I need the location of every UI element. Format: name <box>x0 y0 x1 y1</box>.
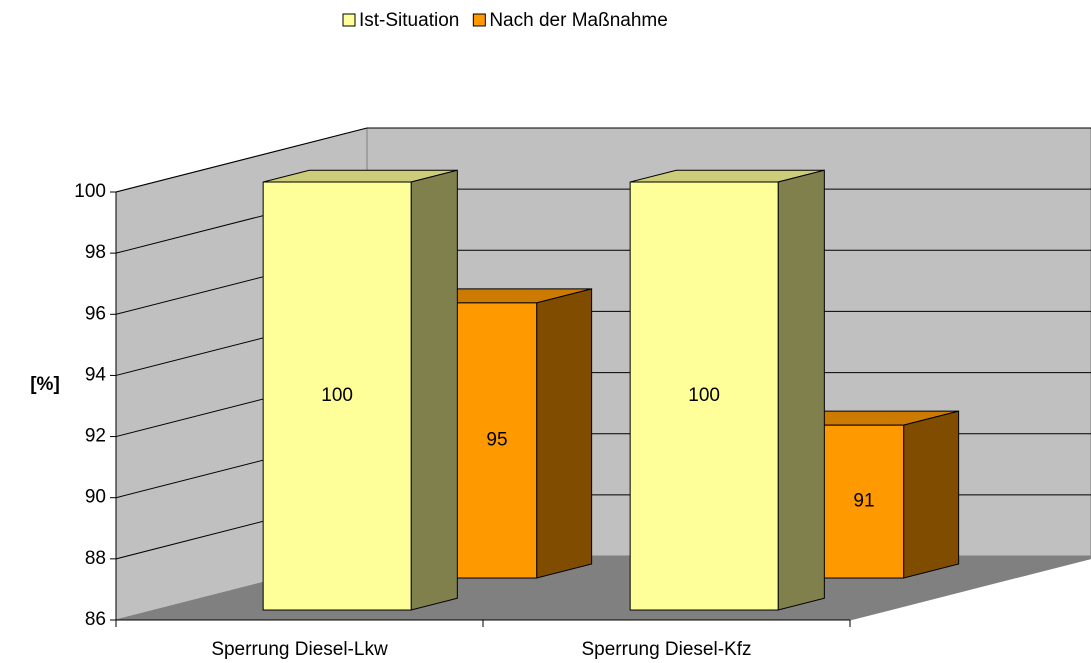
bar-side <box>777 169 825 611</box>
bar-front <box>262 181 412 611</box>
legend-swatch <box>342 13 356 27</box>
bar <box>262 169 458 611</box>
x-tick-label: Sperrung Diesel-Kfz <box>581 639 751 660</box>
bar-front <box>629 181 779 611</box>
grid-line <box>115 127 1091 193</box>
y-tick-label: 92 <box>85 426 106 447</box>
bar-side <box>903 410 960 579</box>
data-label: 95 <box>486 429 507 450</box>
y-tick-label: 86 <box>85 609 106 630</box>
legend-label: Nach der Maßnahme <box>489 10 667 31</box>
y-tick-label: 98 <box>85 242 106 263</box>
legend-label: Ist-Situation <box>359 10 459 31</box>
legend-swatch <box>472 13 486 27</box>
y-tick-label: 94 <box>85 364 107 385</box>
data-label: 100 <box>688 385 720 406</box>
y-tick-label: 96 <box>85 303 106 324</box>
x-tick-label: Sperrung Diesel-Lkw <box>211 639 388 660</box>
data-label: 91 <box>853 491 874 512</box>
bar <box>629 169 825 611</box>
bar-side <box>410 169 458 611</box>
y-tick-label: 88 <box>85 548 106 569</box>
y-tick-label: 100 <box>74 181 106 202</box>
y-axis-label: [%] <box>30 374 60 395</box>
y-tick-label: 90 <box>85 487 106 508</box>
data-label: 100 <box>321 385 353 406</box>
bar-side <box>536 288 593 579</box>
